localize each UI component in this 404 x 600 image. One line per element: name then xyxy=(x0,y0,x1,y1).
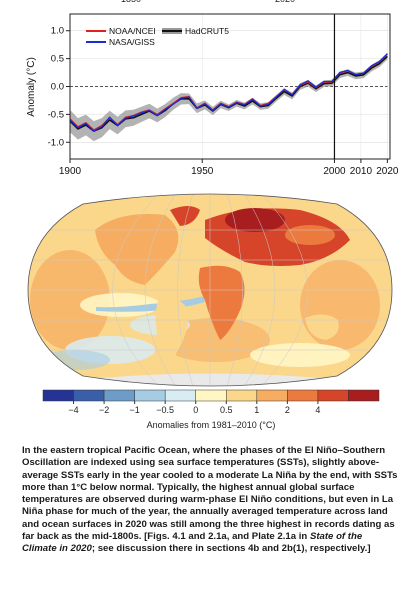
colorbar-tick-label: 2 xyxy=(285,405,290,415)
colorbar-block xyxy=(195,389,227,402)
x-tick-label: 1900 xyxy=(59,166,82,177)
map-longitude-line xyxy=(112,194,158,386)
colorbar-block xyxy=(348,389,380,402)
colorbar-tick-label: −0.5 xyxy=(156,405,174,415)
colorbar-block xyxy=(287,389,319,402)
axis-ticks: 1.0 0.5 0.0 -0.5 -1.0 1900 1950 2000 2010 2020 xyxy=(48,26,399,177)
y-tick-label: -1.0 xyxy=(48,137,64,148)
colorbar-block xyxy=(164,389,196,402)
colorbar-block xyxy=(103,389,135,402)
colorbar-tick-label: 4 xyxy=(315,405,320,415)
y-tick-label: 1.0 xyxy=(51,26,64,37)
map-longitude-line xyxy=(244,194,276,386)
map-fill xyxy=(28,194,392,386)
hadcrut-uncertainty-band xyxy=(70,53,388,142)
map-longitude-line xyxy=(144,194,176,386)
colorbar: −4 −2 −1 −0.5 0 0.5 1 2 4 Anomalies from 1981–20… xyxy=(42,389,380,430)
colorbar-block xyxy=(256,389,288,402)
south-america xyxy=(155,297,189,372)
global-anomaly-map xyxy=(27,193,393,387)
y-tick-label: 0.0 xyxy=(51,82,64,93)
x-tick-label: 2010 xyxy=(350,166,373,177)
y-tick-label: 0.5 xyxy=(51,54,64,65)
colorbar-tick-label: 0 xyxy=(193,405,198,415)
legend-label-hadcrut: HadCRUT5 xyxy=(185,26,229,36)
caption-text: In the eastern tropical Pacific Ocean, w… xyxy=(22,445,398,543)
colorbar-tick-label: −1 xyxy=(130,405,140,415)
colorbar-block xyxy=(134,389,166,402)
greenland xyxy=(170,206,200,226)
y-tick-label: -0.5 xyxy=(48,109,64,120)
legend-label-nasa: NASA/GISS xyxy=(109,37,155,47)
caption-publication-title: State of the Climate in 2020 xyxy=(22,531,363,555)
clipped-top-tick-right: 2020 xyxy=(275,0,295,4)
legend-label-noaa: NOAA/NCEI xyxy=(109,26,156,36)
chart-legend: NOAA/NCEI NASA/GISS HadCRUT5 xyxy=(86,26,229,47)
map-longitude-line xyxy=(177,194,193,386)
colorbar-tick-label: 0.5 xyxy=(220,405,233,415)
colorbar-block xyxy=(317,389,349,402)
australia xyxy=(305,314,339,340)
colorbar-ticks: −4 −2 −1 −0.5 0 0.5 1 2 4 xyxy=(68,401,320,415)
x-tick-label: 2000 xyxy=(323,166,346,177)
colorbar-tick-label: 1 xyxy=(254,405,259,415)
colorbar-tick-label: −4 xyxy=(68,405,78,415)
map-longitude-line xyxy=(227,194,243,386)
colorbar-block xyxy=(42,389,74,402)
map-longitude-line xyxy=(262,194,308,386)
uncertainty-band xyxy=(70,53,388,142)
colorbar-blocks xyxy=(42,389,380,402)
clipped-top-tick-left: 1850 xyxy=(121,0,141,4)
colorbar-tick-label: −2 xyxy=(99,405,109,415)
temperature-anomaly-chart: 1850 2020 1.0 0.5 0.0 -0.5 -1.0 1900 1950 2000 2… xyxy=(26,0,399,177)
colorbar-block xyxy=(73,389,105,402)
y-axis-label: Anomaly (°C) xyxy=(26,57,37,117)
globe-outline xyxy=(27,193,393,387)
colorbar-block xyxy=(226,389,258,402)
caption-text-end: ; see discussion there in sections 4b an… xyxy=(91,543,371,555)
x-tick-label: 1950 xyxy=(191,166,214,177)
figure-caption: In the eastern tropical Pacific Ocean, w… xyxy=(22,445,398,556)
colorbar-label: Anomalies from 1981–2010 (°C) xyxy=(147,420,276,430)
x-tick-label: 2020 xyxy=(376,166,399,177)
north-america xyxy=(95,214,179,285)
